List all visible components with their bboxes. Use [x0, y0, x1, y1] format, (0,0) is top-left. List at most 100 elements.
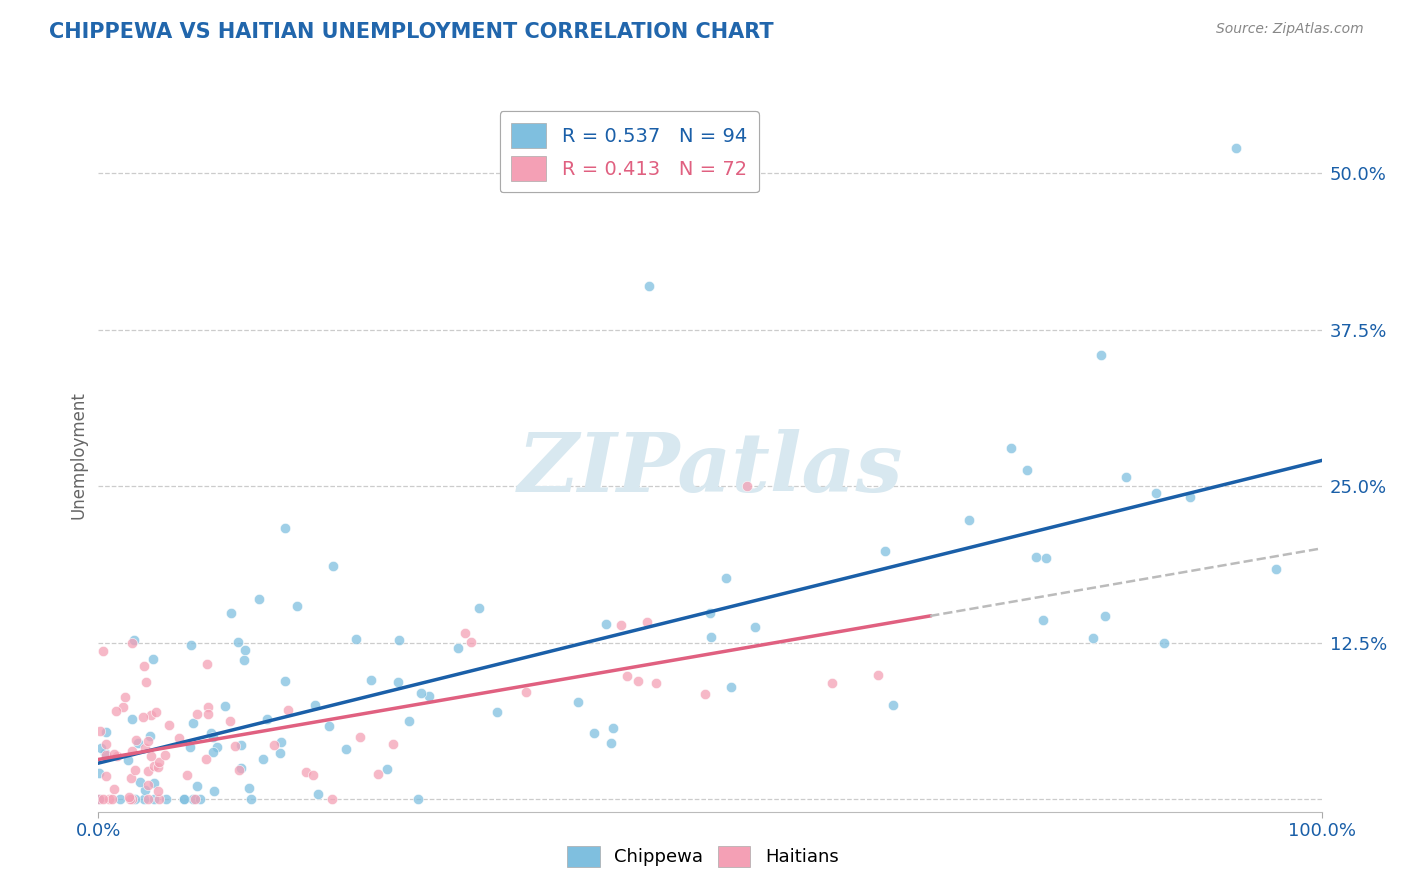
Point	[155, 740, 177, 755]
Point	[117, 685, 139, 699]
Point	[446, 551, 468, 566]
Point	[139, 715, 162, 730]
Point	[115, 787, 138, 801]
Point	[616, 709, 638, 723]
Point	[406, 615, 429, 629]
Point	[1178, 495, 1201, 509]
Point	[239, 698, 262, 712]
Point	[122, 740, 145, 755]
Point	[134, 792, 156, 806]
Point	[136, 769, 159, 783]
Point	[228, 784, 250, 798]
Point	[256, 650, 278, 665]
Point	[125, 764, 148, 778]
Point	[1017, 638, 1039, 652]
Point	[186, 739, 208, 753]
Point	[148, 751, 170, 765]
Point	[232, 719, 254, 733]
Point	[96, 672, 118, 686]
Point	[454, 792, 477, 806]
Point	[270, 716, 292, 731]
Point	[169, 746, 191, 760]
Point	[1094, 458, 1116, 472]
Point	[205, 583, 228, 598]
Point	[87, 792, 110, 806]
Point	[105, 747, 128, 761]
Point	[233, 684, 256, 698]
Point	[868, 680, 890, 694]
Text: ZIPatlas: ZIPatlas	[517, 429, 903, 509]
Point	[1000, 641, 1022, 656]
Point	[1081, 437, 1104, 451]
Point	[197, 686, 219, 700]
Point	[1042, 556, 1064, 570]
Point	[1153, 464, 1175, 478]
Point	[1265, 516, 1288, 530]
Point	[1115, 588, 1137, 602]
Point	[610, 714, 633, 729]
Point	[1035, 570, 1057, 584]
Point	[94, 792, 117, 806]
Y-axis label: Unemployment: Unemployment	[69, 391, 87, 519]
Point	[120, 792, 142, 806]
Point	[277, 735, 299, 749]
Point	[304, 764, 326, 778]
Point	[87, 763, 110, 777]
Point	[307, 792, 329, 806]
Point	[173, 792, 195, 806]
Point	[94, 792, 117, 806]
Point	[131, 762, 153, 776]
Point	[411, 792, 433, 806]
Point	[218, 683, 240, 698]
Point	[695, 656, 717, 670]
Point	[124, 705, 146, 719]
Point	[295, 708, 318, 723]
Legend: R = 0.537   N = 94, R = 0.413   N = 72: R = 0.537 N = 94, R = 0.413 N = 72	[499, 112, 759, 193]
Point	[486, 655, 509, 669]
Point	[360, 711, 382, 725]
Point	[821, 674, 844, 689]
Point	[103, 741, 125, 756]
Point	[214, 792, 236, 806]
Point	[114, 782, 136, 797]
Point	[202, 792, 225, 806]
Point	[142, 792, 165, 806]
Point	[398, 657, 420, 672]
Point	[335, 704, 357, 718]
Point	[89, 757, 111, 772]
Point	[349, 759, 371, 773]
Point	[744, 621, 766, 635]
Point	[138, 792, 160, 806]
Point	[567, 728, 589, 742]
Point	[197, 747, 219, 761]
Point	[515, 596, 537, 610]
Point	[169, 792, 191, 806]
Point	[103, 780, 125, 795]
Point	[645, 676, 668, 690]
Point	[148, 745, 170, 759]
Point	[301, 658, 323, 673]
Point	[882, 670, 904, 684]
Point	[636, 680, 658, 694]
Point	[194, 792, 217, 806]
Point	[637, 279, 661, 293]
Point	[142, 732, 165, 747]
Point	[145, 705, 167, 719]
Text: Source: ZipAtlas.com: Source: ZipAtlas.com	[1216, 22, 1364, 37]
Point	[181, 712, 204, 726]
Point	[1090, 348, 1112, 362]
Point	[263, 765, 285, 780]
Point	[179, 792, 201, 806]
Point	[229, 627, 252, 641]
Point	[321, 758, 343, 772]
Point	[224, 673, 246, 688]
Point	[418, 701, 440, 715]
Point	[318, 592, 340, 607]
Point	[148, 758, 170, 772]
Point	[387, 680, 409, 694]
Point	[460, 662, 482, 676]
Point	[141, 715, 163, 730]
Point	[184, 757, 207, 772]
Point	[98, 767, 121, 781]
Point	[136, 764, 159, 779]
